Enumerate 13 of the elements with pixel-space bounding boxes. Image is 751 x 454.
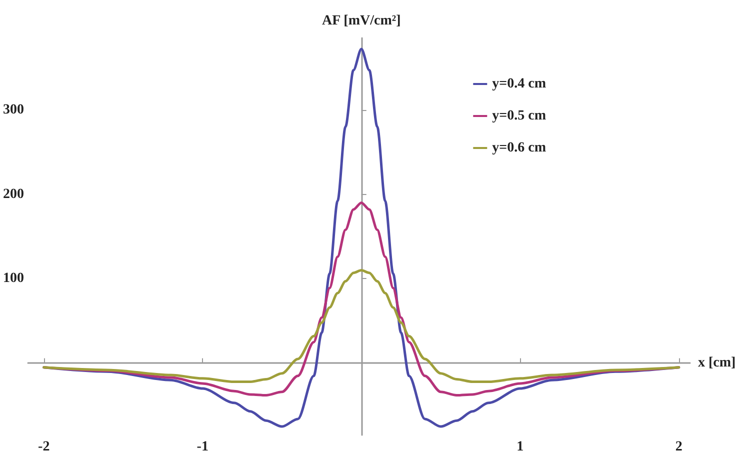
x-tick-label: 1 xyxy=(516,440,524,454)
x-tick-label: 2 xyxy=(675,440,682,454)
line-series xyxy=(42,269,680,384)
y-tick-label: 200 xyxy=(3,186,24,202)
x-axis-title: x [cm] xyxy=(698,356,736,371)
y-axis-title: AF [mV/cm²] xyxy=(322,14,401,28)
y-tick-label: 300 xyxy=(3,102,24,118)
x-tick-label: -1 xyxy=(196,440,208,454)
legend-label: y=0.4 cm xyxy=(492,76,546,92)
legend-label: y=0.6 cm xyxy=(492,140,546,156)
x-tick-label: -2 xyxy=(38,440,50,454)
y-tick-label: 100 xyxy=(3,271,24,286)
legend-label: y=0.5 cm xyxy=(492,108,546,124)
